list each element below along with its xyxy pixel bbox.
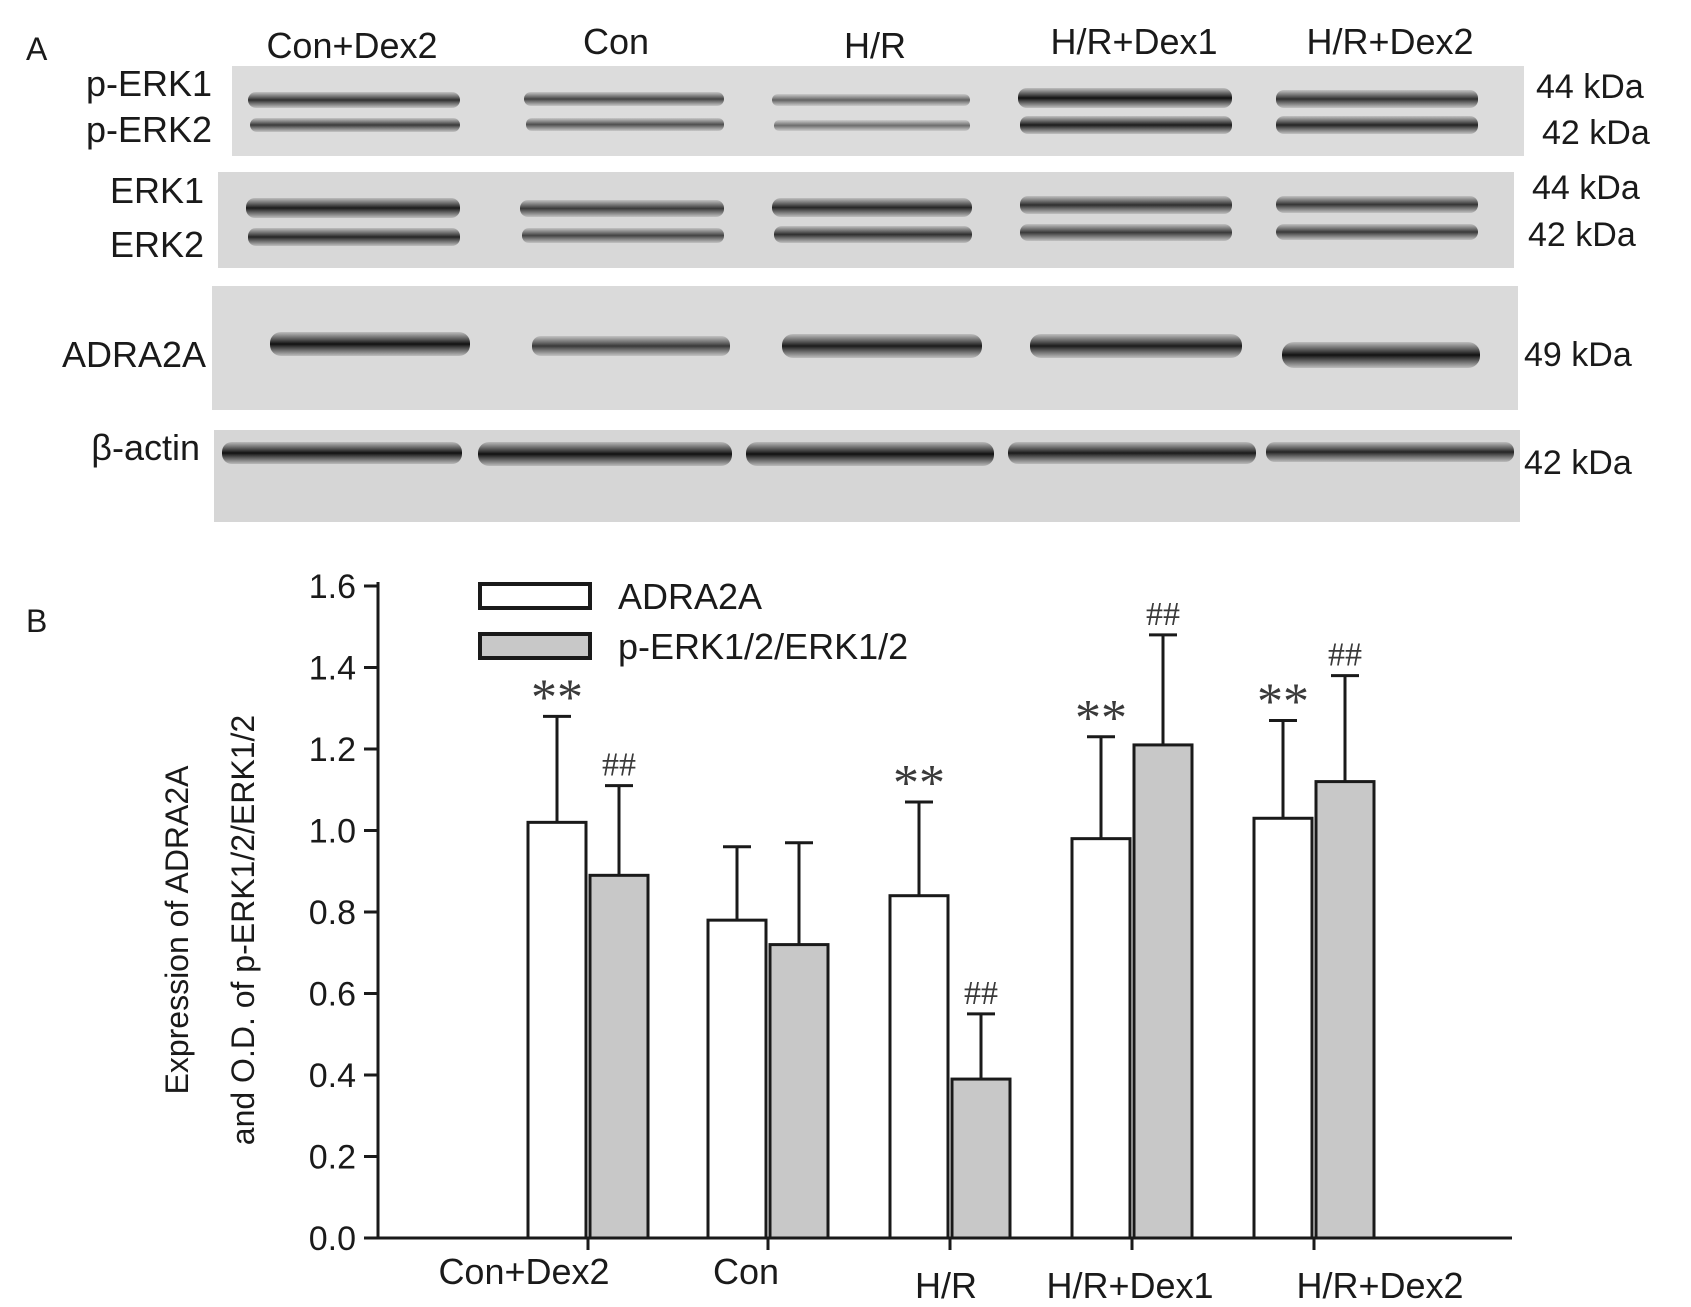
- y-axis: 0.0 0.2 0.4 0.6 0.8 1.0 1.2 1.4 1.6: [309, 568, 380, 1258]
- band: [522, 228, 724, 243]
- y-tick-label: 1.0: [309, 813, 356, 851]
- band: [1276, 116, 1478, 134]
- x-tick-label: H/R: [915, 1265, 977, 1306]
- mw-label: 42 kDa: [1542, 114, 1650, 152]
- legend-swatch: [478, 632, 592, 660]
- x-tick-label: H/R+Dex1: [1046, 1265, 1213, 1306]
- y-axis-title: Expression of ADRA2A and O.D. of p-ERK1/…: [159, 715, 261, 1145]
- band: [772, 94, 970, 106]
- band: [782, 334, 982, 358]
- protein-labels: p-ERK1 p-ERK2 ERK1 ERK2 ADRA2A β-actin: [62, 63, 212, 468]
- mw-label: 44 kDa: [1532, 169, 1640, 207]
- band: [248, 92, 460, 108]
- blot-strip-erk: [218, 172, 1514, 268]
- band: [1276, 90, 1478, 108]
- lane-label: H/R: [844, 25, 906, 66]
- bar: [706, 918, 768, 1240]
- band: [532, 336, 730, 356]
- significance-hash: ##: [1328, 637, 1362, 674]
- x-tick-label: Con: [713, 1251, 779, 1292]
- protein-label: ERK2: [110, 224, 204, 265]
- legend-label: p-ERK1/2/ERK1/2: [618, 626, 908, 667]
- band: [1008, 442, 1256, 464]
- bar: [1070, 837, 1132, 1240]
- band: [1030, 334, 1242, 358]
- x-tick-label: H/R+Dex2: [1296, 1265, 1463, 1306]
- band: [524, 92, 724, 106]
- y-tick-label: 0.8: [309, 894, 356, 932]
- lane-label: Con: [583, 21, 649, 62]
- legend-swatch: [478, 582, 592, 610]
- mw-label: 42 kDa: [1524, 444, 1632, 482]
- bar: [588, 873, 650, 1240]
- band: [520, 200, 724, 217]
- bar: [1252, 816, 1314, 1240]
- y-tick-label: 1.4: [309, 650, 356, 688]
- band: [1276, 196, 1478, 213]
- protein-label: p-ERK2: [86, 109, 212, 150]
- legend: ADRA2A p-ERK1/2/ERK1/2: [478, 576, 908, 667]
- lane-label: Con+Dex2: [266, 25, 437, 66]
- x-tick-label: Con+Dex2: [438, 1251, 609, 1292]
- band: [248, 228, 460, 246]
- bar: [950, 1077, 1012, 1240]
- band: [774, 226, 972, 243]
- protein-label: p-ERK1: [86, 63, 212, 104]
- bar: [888, 894, 950, 1240]
- band: [478, 442, 732, 466]
- bar: [1132, 743, 1194, 1240]
- band: [1020, 224, 1232, 241]
- band: [250, 118, 460, 132]
- panel-b-label: B: [26, 603, 47, 639]
- protein-label: ADRA2A: [62, 334, 206, 375]
- lane-label: H/R+Dex2: [1306, 21, 1473, 62]
- y-tick-label: 1.6: [309, 568, 356, 606]
- y-tick-label: 0.2: [309, 1139, 356, 1177]
- y-tick-label: 0.6: [309, 976, 356, 1014]
- y-axis-title-line1: Expression of ADRA2A: [159, 765, 195, 1095]
- blot-strip-p-erk: [232, 66, 1524, 156]
- band: [246, 198, 460, 218]
- y-tick-label: 0.4: [309, 1057, 356, 1095]
- mw-labels: 44 kDa 42 kDa 44 kDa 42 kDa 49 kDa 42 kD…: [1524, 68, 1650, 482]
- band: [222, 442, 462, 464]
- lane-labels: Con+Dex2 Con H/R H/R+Dex1 H/R+Dex2: [266, 21, 1473, 66]
- band: [270, 332, 470, 356]
- band: [526, 118, 724, 131]
- band: [1018, 88, 1232, 108]
- y-axis-title-line2: and O.D. of p-ERK1/2/ERK1/2: [225, 715, 261, 1145]
- mw-label: 44 kDa: [1536, 68, 1644, 106]
- protein-label: ERK1: [110, 170, 204, 211]
- significance-star: **: [531, 669, 583, 726]
- legend-label: ADRA2A: [618, 576, 762, 617]
- mw-label: 49 kDa: [1524, 336, 1632, 374]
- significance-hash: ##: [964, 975, 998, 1012]
- band: [1276, 224, 1478, 240]
- x-axis: Con+Dex2 Con H/R H/R+Dex1 H/R+Dex2: [378, 1236, 1512, 1306]
- significance-hash: ##: [602, 747, 636, 784]
- significance-star: **: [893, 755, 945, 812]
- y-tick-label: 0.0: [309, 1220, 356, 1258]
- band: [1282, 342, 1480, 368]
- band: [1266, 442, 1514, 462]
- significance-star: **: [1257, 673, 1309, 730]
- bar: [1314, 780, 1376, 1240]
- band: [1020, 116, 1232, 134]
- band: [772, 198, 972, 217]
- band: [1020, 196, 1232, 214]
- significance-hash: ##: [1146, 596, 1180, 633]
- mw-label: 42 kDa: [1528, 216, 1636, 254]
- band: [746, 442, 994, 466]
- bar: [768, 943, 830, 1240]
- blot-bands: [222, 88, 1514, 466]
- lane-label: H/R+Dex1: [1050, 21, 1217, 62]
- panel-a-label: A: [26, 31, 48, 67]
- band: [774, 120, 970, 131]
- bar: [526, 820, 588, 1240]
- y-tick-label: 1.2: [309, 731, 356, 769]
- protein-label: β-actin: [91, 427, 200, 468]
- bars: ** ** ** ** ## ## ## ##: [526, 596, 1376, 1240]
- significance-star: **: [1075, 690, 1127, 747]
